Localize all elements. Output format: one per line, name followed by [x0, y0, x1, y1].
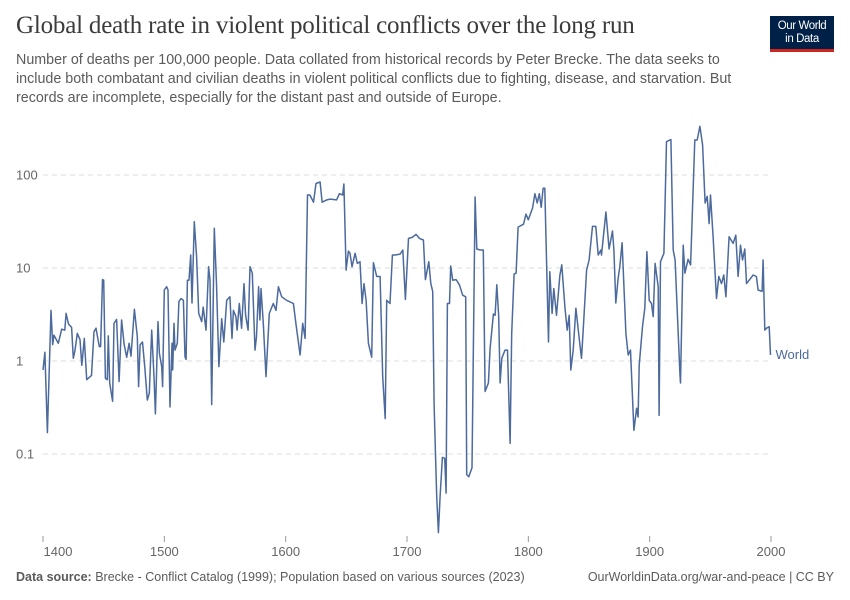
- x-tick-label: 1400: [44, 544, 73, 559]
- x-tick-label: 1700: [393, 544, 422, 559]
- y-tick-label: 0.1: [16, 447, 34, 462]
- data-source-text: Brecke - Conflict Catalog (1999); Popula…: [95, 570, 525, 584]
- y-axis: 0.1 1 10 100: [16, 168, 38, 462]
- x-tick-label: 1800: [514, 544, 543, 559]
- x-tick-label: 2000: [757, 544, 786, 559]
- logo-line-2: in Data: [785, 33, 819, 45]
- y-tick-label: 1: [16, 354, 23, 369]
- series-line-world[interactable]: [42, 125, 772, 534]
- series-group: World: [42, 125, 810, 534]
- x-tick-label: 1600: [271, 544, 300, 559]
- series-label: World: [776, 347, 810, 362]
- logo-line-1: Our World: [777, 20, 827, 32]
- y-tick-label: 10: [16, 261, 30, 276]
- y-tick-label: 100: [16, 168, 38, 183]
- data-source: Data source: Brecke - Conflict Catalog (…: [16, 570, 525, 584]
- x-axis: 1400 1500 1600 1700 1800 1900 2000: [42, 536, 786, 559]
- owid-logo[interactable]: Our World in Data: [770, 16, 834, 52]
- x-tick-label: 1500: [150, 544, 179, 559]
- x-tick-label: 1900: [635, 544, 664, 559]
- gridlines: [43, 174, 771, 455]
- data-source-label: Data source:: [16, 570, 92, 584]
- chart-subtitle: Number of deaths per 100,000 people. Dat…: [16, 52, 732, 106]
- chart-title: Global death rate in violent political c…: [16, 12, 635, 39]
- source-link[interactable]: OurWorldinData.org/war-and-peace | CC BY: [587, 570, 834, 584]
